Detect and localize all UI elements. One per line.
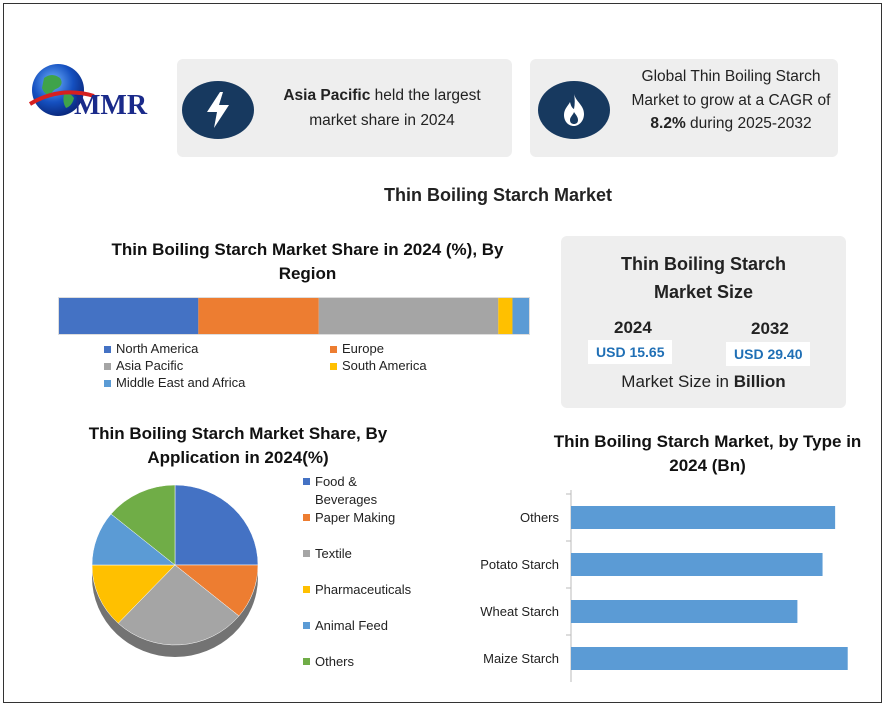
value-2032: USD 29.40	[726, 342, 811, 366]
legend-label: North America	[116, 341, 199, 356]
infographic-frame	[3, 3, 882, 703]
legend-swatch	[303, 586, 310, 593]
card2-text: Global Thin Boiling Starch Market to gro…	[631, 68, 831, 132]
year-2024: 2024	[614, 318, 652, 337]
legend-label: Europe	[342, 341, 384, 356]
region-segment-europe	[198, 298, 319, 334]
region-segment-south-america	[498, 298, 513, 334]
region-segment-middle-east-and-africa	[512, 298, 529, 334]
region-legend-item: Asia Pacific	[104, 358, 183, 373]
type-bar-others	[571, 506, 836, 529]
region-chart-title: Thin Boiling Starch Market Share in 2024…	[111, 240, 504, 283]
application-legend-item: Pharmaceuticals	[303, 581, 413, 599]
legend-label: Food & Beverages	[315, 474, 378, 507]
value-2024: USD 15.65	[588, 340, 673, 364]
market-size-title: Thin Boiling Starch Market Size	[621, 254, 786, 302]
legend-swatch	[303, 622, 310, 629]
pie-slice-others	[110, 485, 176, 566]
type-bar-maize-starch	[571, 647, 848, 670]
region-legend-item: Middle East and Africa	[104, 375, 245, 390]
region-legend-item: South America	[330, 358, 427, 373]
pie-slice-food-and-beverages	[174, 485, 259, 566]
application-pie	[91, 485, 259, 657]
year-2032: 2032	[751, 319, 789, 338]
legend-swatch	[303, 478, 310, 485]
legend-swatch	[303, 550, 310, 557]
region-bar-outline	[58, 297, 530, 335]
market-size-box: Thin Boiling Starch Market Size 2024 203…	[561, 236, 846, 408]
application-legend-item: Food & Beverages	[303, 473, 413, 509]
region-legend-item: North America	[104, 341, 198, 356]
application-chart-title: Thin Boiling Starch Market Share, By App…	[88, 424, 388, 467]
highlight-card-cagr: Global Thin Boiling Starch Market to gro…	[530, 59, 838, 157]
legend-swatch	[104, 346, 111, 353]
legend-label: Textile	[315, 546, 352, 561]
card1-text: Asia Pacific held the largest market sha…	[283, 87, 481, 129]
application-legend-item: Textile	[303, 545, 413, 563]
pie-slice-pharmaceuticals	[91, 564, 176, 624]
type-bar-chart: Others Potato Starch Wheat Starch Maize Sta…	[480, 490, 848, 682]
legend-swatch	[303, 514, 310, 521]
type-bar-potato-starch	[571, 553, 823, 576]
legend-swatch	[330, 363, 337, 370]
legend-label: South America	[342, 358, 427, 373]
main-title: Thin Boiling Starch Market	[383, 185, 613, 205]
type-chart-title: Thin Boiling Starch Market, by Type in 2…	[553, 432, 862, 475]
type-category-label: Potato Starch	[480, 557, 559, 572]
legend-swatch	[104, 380, 111, 387]
legend-label: Paper Making	[315, 510, 396, 525]
type-category-label: Maize Starch	[483, 651, 559, 666]
market-size-note: Market Size in Billion	[621, 372, 786, 391]
legend-swatch	[330, 346, 337, 353]
legend-label: Animal Feed	[315, 618, 388, 633]
lightning-icon	[182, 81, 254, 139]
legend-label: Others	[315, 654, 355, 669]
region-segment-asia-pacific	[318, 298, 499, 334]
legend-label: Middle East and Africa	[116, 375, 246, 390]
flame-icon	[538, 81, 610, 139]
region-segment-north-america	[59, 298, 199, 334]
region-legend-item: Europe	[330, 341, 384, 356]
legend-swatch	[104, 363, 111, 370]
type-category-label: Others	[520, 510, 560, 525]
application-legend-item: Paper Making	[303, 509, 413, 527]
legend-swatch	[303, 658, 310, 665]
region-stacked-bar	[58, 297, 530, 335]
logo-text: MMR	[74, 90, 148, 121]
legend-label: Asia Pacific	[116, 358, 184, 373]
mmr-logo: MMR	[22, 60, 162, 130]
type-bar-wheat-starch	[571, 600, 798, 623]
legend-label: Pharmaceuticals	[315, 582, 412, 597]
application-legend-item: Animal Feed	[303, 617, 413, 635]
application-legend-item: Others	[303, 653, 413, 671]
type-category-label: Wheat Starch	[480, 604, 559, 619]
highlight-card-region: Asia Pacific held the largest market sha…	[177, 59, 512, 157]
pie-slice-textile	[117, 564, 240, 646]
